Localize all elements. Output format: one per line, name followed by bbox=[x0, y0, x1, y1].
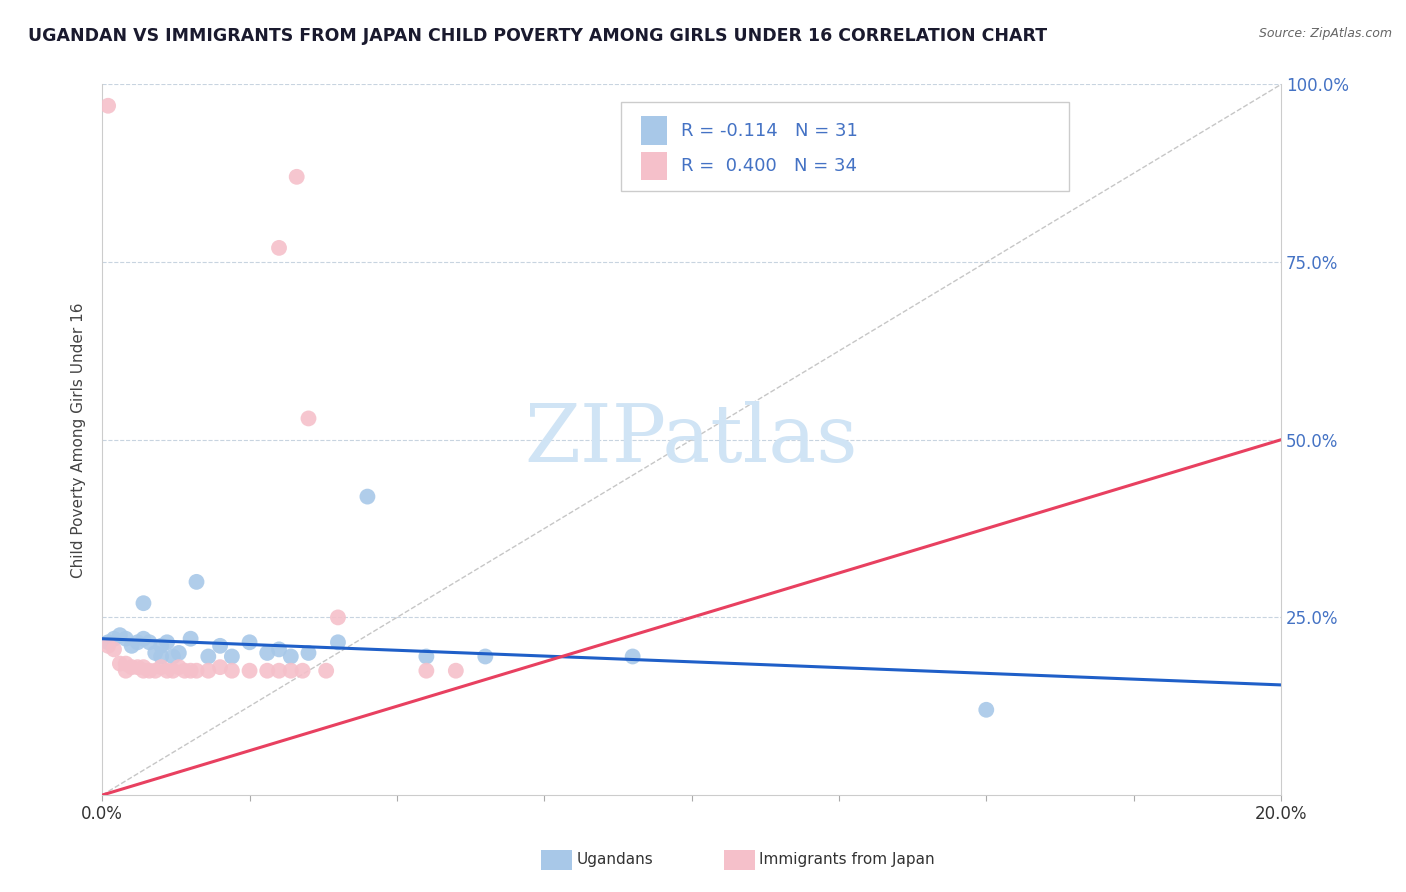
Point bbox=[97, 639, 120, 653]
Point bbox=[132, 632, 155, 646]
Point bbox=[162, 664, 184, 678]
Point bbox=[167, 660, 190, 674]
Point bbox=[186, 664, 208, 678]
Point bbox=[415, 664, 437, 678]
FancyBboxPatch shape bbox=[621, 103, 1069, 191]
Point bbox=[150, 649, 173, 664]
Point bbox=[256, 646, 278, 660]
Point bbox=[180, 632, 202, 646]
Text: R =  0.400   N = 34: R = 0.400 N = 34 bbox=[681, 157, 858, 175]
Point bbox=[297, 411, 319, 425]
Point bbox=[108, 657, 131, 671]
Point bbox=[143, 664, 166, 678]
Point bbox=[108, 628, 131, 642]
Point bbox=[114, 657, 136, 671]
Point bbox=[221, 664, 243, 678]
Point bbox=[114, 632, 136, 646]
Point bbox=[256, 664, 278, 678]
Point bbox=[180, 664, 202, 678]
Point bbox=[444, 664, 467, 678]
Point bbox=[121, 660, 143, 674]
Point bbox=[297, 646, 319, 660]
Point bbox=[150, 639, 173, 653]
Point bbox=[285, 169, 308, 184]
Point bbox=[127, 660, 149, 674]
Text: Immigrants from Japan: Immigrants from Japan bbox=[759, 853, 935, 867]
Point bbox=[121, 639, 143, 653]
Point bbox=[114, 664, 136, 678]
Point bbox=[621, 649, 644, 664]
Point bbox=[138, 635, 160, 649]
Bar bbox=[641, 117, 666, 145]
Text: Ugandans: Ugandans bbox=[576, 853, 654, 867]
Point bbox=[143, 646, 166, 660]
Point bbox=[280, 664, 302, 678]
Point bbox=[209, 660, 232, 674]
Y-axis label: Child Poverty Among Girls Under 16: Child Poverty Among Girls Under 16 bbox=[72, 302, 86, 577]
Point bbox=[209, 639, 232, 653]
Point bbox=[415, 649, 437, 664]
Point bbox=[138, 664, 160, 678]
Point bbox=[221, 649, 243, 664]
Text: UGANDAN VS IMMIGRANTS FROM JAPAN CHILD POVERTY AMONG GIRLS UNDER 16 CORRELATION : UGANDAN VS IMMIGRANTS FROM JAPAN CHILD P… bbox=[28, 27, 1047, 45]
Point bbox=[267, 241, 290, 255]
Point bbox=[974, 703, 997, 717]
Point bbox=[132, 660, 155, 674]
Point bbox=[326, 610, 349, 624]
Point bbox=[238, 664, 260, 678]
Bar bbox=[641, 152, 666, 180]
Point bbox=[291, 664, 314, 678]
Point bbox=[238, 635, 260, 649]
Point bbox=[197, 664, 219, 678]
Point bbox=[150, 660, 173, 674]
Point bbox=[167, 646, 190, 660]
Point bbox=[132, 664, 155, 678]
Point bbox=[267, 664, 290, 678]
Text: R = -0.114   N = 31: R = -0.114 N = 31 bbox=[681, 121, 858, 140]
Point bbox=[186, 574, 208, 589]
Point bbox=[103, 632, 125, 646]
Point bbox=[326, 635, 349, 649]
Point bbox=[173, 664, 195, 678]
Point bbox=[280, 649, 302, 664]
Point bbox=[132, 596, 155, 610]
Point bbox=[474, 649, 496, 664]
Point bbox=[356, 490, 378, 504]
Point bbox=[162, 649, 184, 664]
Point bbox=[267, 642, 290, 657]
Text: Source: ZipAtlas.com: Source: ZipAtlas.com bbox=[1258, 27, 1392, 40]
Point bbox=[103, 642, 125, 657]
Point bbox=[97, 99, 120, 113]
Point bbox=[127, 635, 149, 649]
Point bbox=[97, 635, 120, 649]
Text: ZIPatlas: ZIPatlas bbox=[524, 401, 858, 479]
Point bbox=[197, 649, 219, 664]
Point bbox=[315, 664, 337, 678]
Point bbox=[156, 664, 179, 678]
Point bbox=[156, 635, 179, 649]
